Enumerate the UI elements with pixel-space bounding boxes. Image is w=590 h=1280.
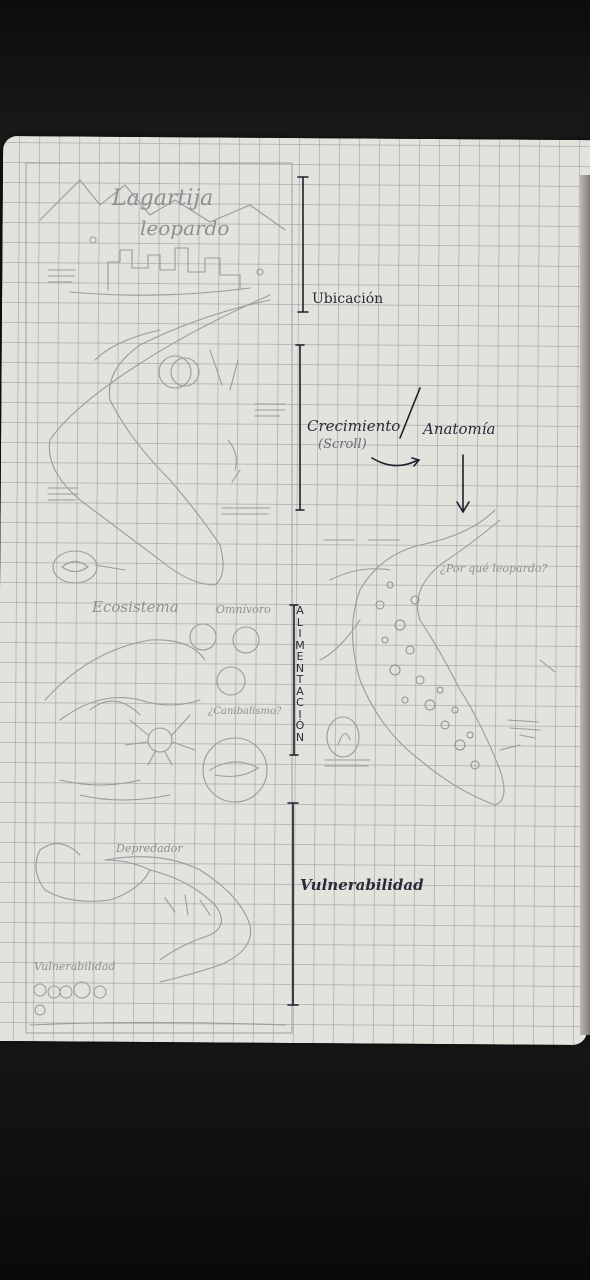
- mountain-sketch: [39, 179, 286, 231]
- label-anatomia: Anatomía: [423, 420, 496, 438]
- title-line2: leopardo: [140, 216, 230, 240]
- ecosystem-hill-sketch: [44, 639, 206, 701]
- title-line1: Lagartija: [112, 186, 214, 211]
- storyboard-frame: [25, 162, 293, 1034]
- bracket-ubicacion: [297, 176, 309, 313]
- label-vulnerabilidad-small: Vulnerabilidad: [34, 960, 116, 973]
- bracket-alimentacion: [289, 604, 299, 756]
- label-por-que-leopardo: ¿Por qué leopardo?: [440, 562, 548, 575]
- down-arrow-icon: [456, 454, 470, 514]
- label-ecosistema: Ecosistema: [92, 598, 179, 616]
- label-canibalismo: ¿Canibalismo?: [208, 706, 282, 717]
- label-depredador: Depredador: [116, 842, 183, 855]
- city-skyline-sketch: [107, 247, 241, 291]
- label-crecimiento: Crecimiento: [307, 417, 401, 435]
- predator-sketch: [35, 843, 151, 902]
- dark-background-top: [0, 0, 590, 150]
- lizard-growth-sketch: [48, 294, 271, 586]
- leopard-lizard-anatomy-sketch: [351, 509, 505, 806]
- scroll-arrow-icon: [371, 457, 421, 467]
- dark-background-bottom: [0, 1040, 590, 1280]
- label-vulnerabilidad: Vulnerabilidad: [300, 876, 424, 894]
- label-omnivoro: Omnívoro: [216, 603, 271, 616]
- page-stack-edge: [580, 175, 590, 1035]
- label-scroll: (Scroll): [318, 437, 367, 452]
- bracket-vulnerabilidad: [287, 802, 299, 1006]
- divider-slash: [399, 387, 421, 439]
- label-alimentacion-vertical: A L I M E N T A C I Ó N: [295, 604, 305, 744]
- label-ubicacion: Ubicación: [312, 291, 384, 307]
- bracket-crecimiento: [295, 344, 305, 511]
